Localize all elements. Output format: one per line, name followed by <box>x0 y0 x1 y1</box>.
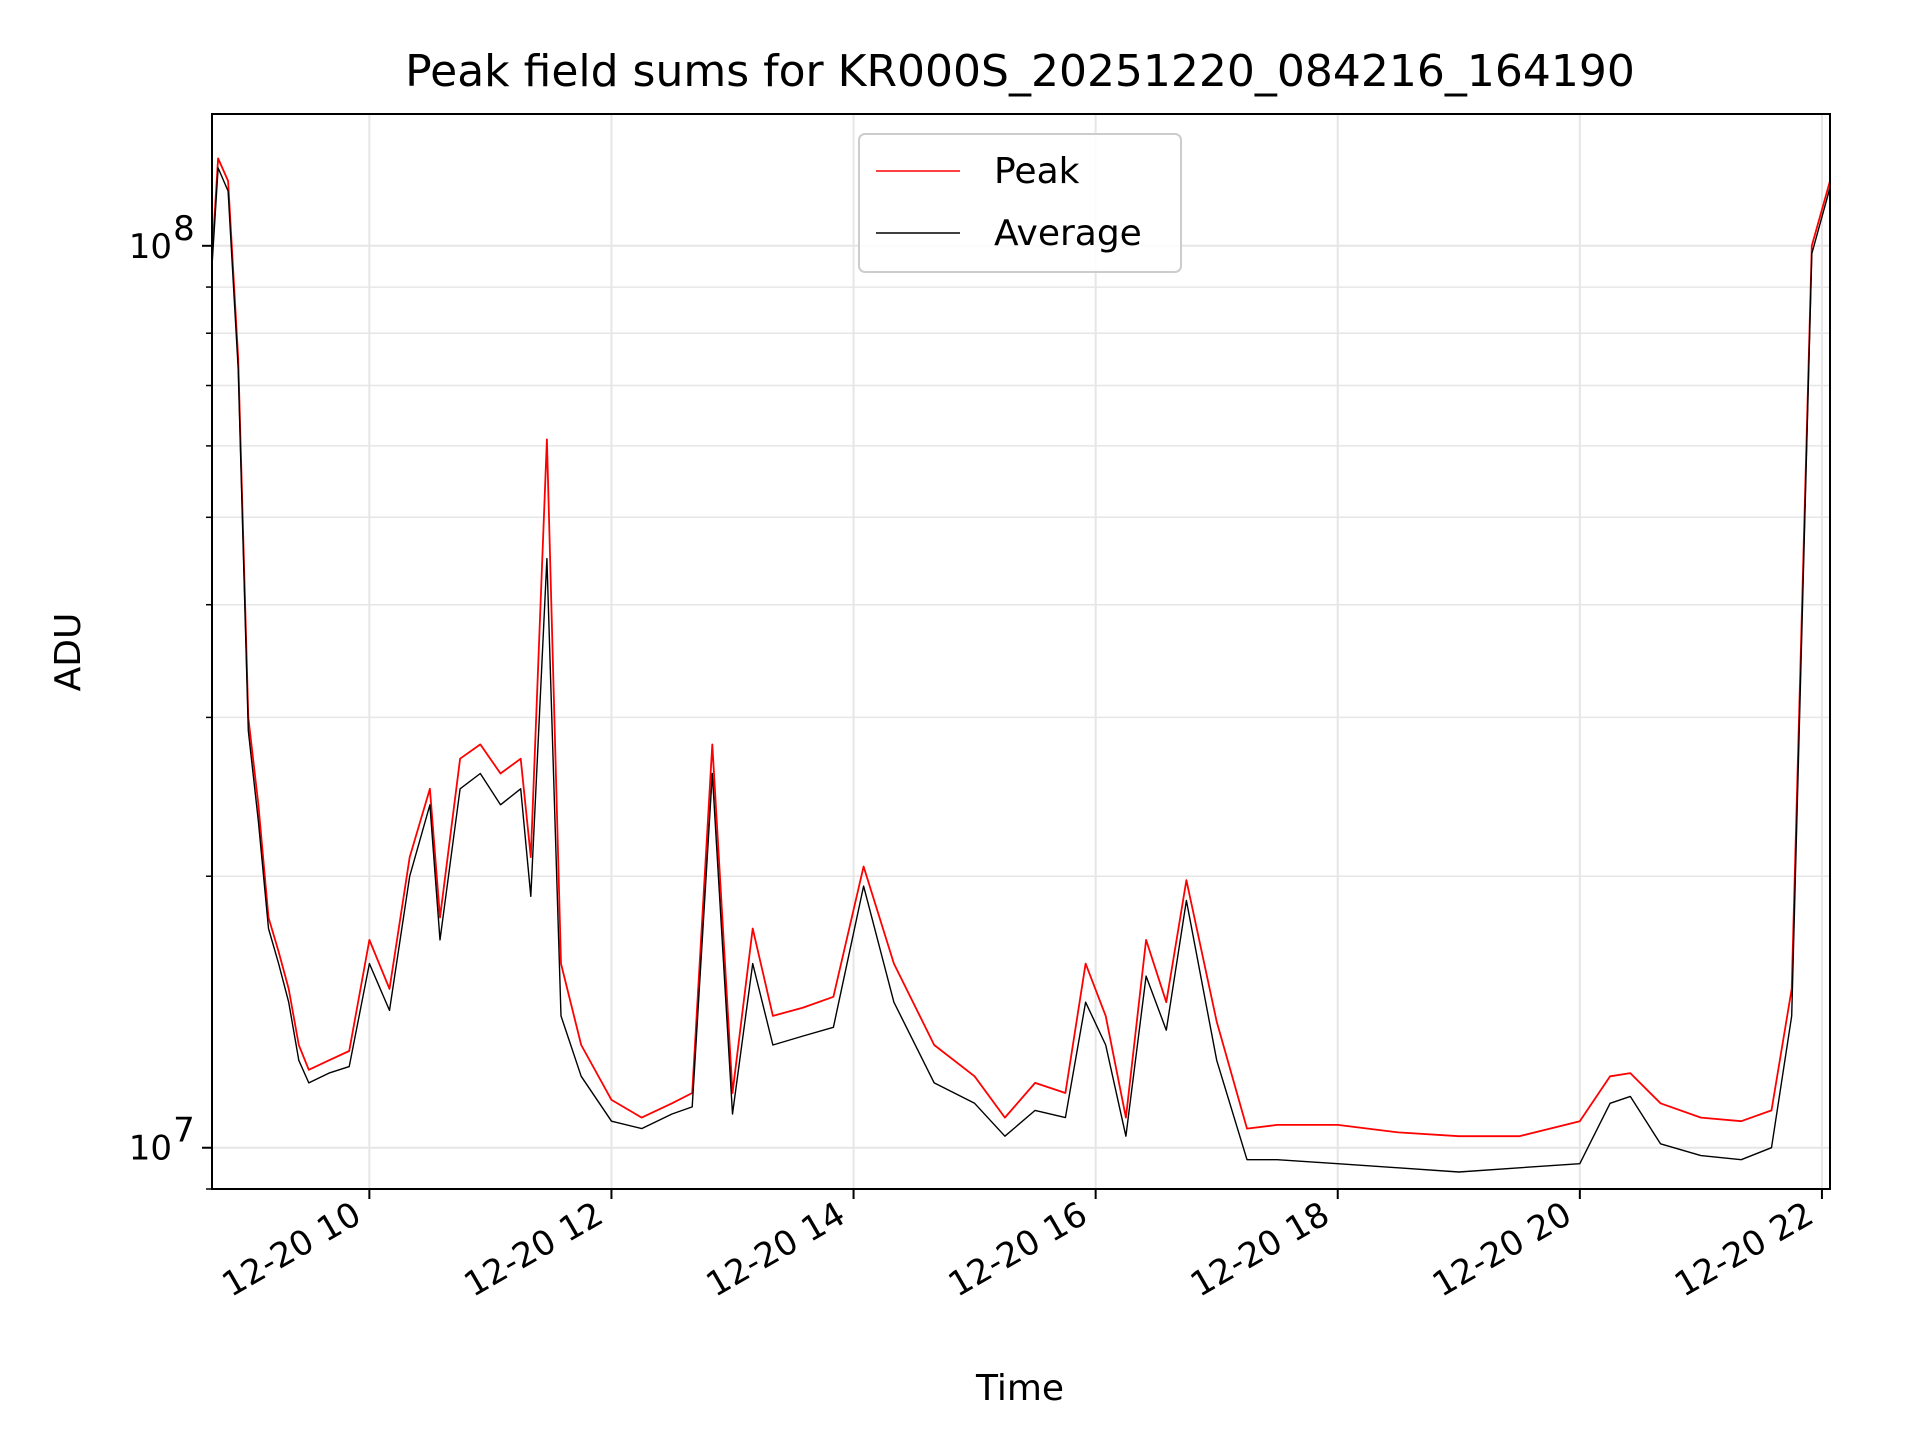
series-line-average <box>211 167 1831 1173</box>
chart-title: Peak field sums for KR000S_20251220_0842… <box>405 46 1635 97</box>
legend: Peak Average <box>858 133 1182 273</box>
legend-label-average: Average <box>994 213 1142 254</box>
legend-label-peak: Peak <box>994 151 1080 192</box>
legend-box <box>858 133 1182 273</box>
y-axis-label: ADU <box>48 613 89 692</box>
y-tick-label: 10 <box>129 227 172 267</box>
y-tick-exponent: 8 <box>173 209 195 249</box>
y-tick-label: 10 <box>129 1129 172 1169</box>
plot-lines <box>211 157 1831 1173</box>
x-axis-label: Time <box>975 1368 1064 1409</box>
plot-frame <box>211 113 1831 1190</box>
y-tick-exponent: 7 <box>173 1111 195 1151</box>
series-line-peak <box>211 157 1831 1138</box>
